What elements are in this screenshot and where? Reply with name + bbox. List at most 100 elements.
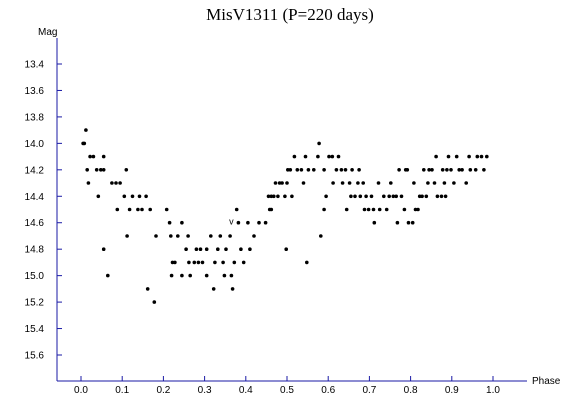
data-point: [148, 207, 152, 212]
data-point: [84, 128, 88, 132]
y-tick-label: 14.2: [25, 165, 45, 176]
data-point: [467, 154, 471, 159]
data-point: [322, 168, 326, 172]
data-point: [272, 194, 276, 199]
data-point: [124, 168, 129, 172]
data-point: [377, 207, 382, 212]
y-tick-label: 14.0: [25, 139, 45, 150]
axis-ticks: 13.4 13.6 13.8 14.0 14.2 14.4 14.6 14.8 15.0 15.2…: [25, 60, 501, 397]
y-tick-label: 14.8: [25, 245, 45, 256]
data-point: [303, 154, 308, 159]
data-point: [125, 234, 129, 238]
data-point: [426, 181, 430, 185]
data-point: [399, 194, 404, 199]
data-point: [464, 181, 469, 185]
data-point: [430, 168, 434, 172]
data-point: [371, 207, 376, 212]
data-point: [194, 247, 199, 251]
x-tick-label: 0.8: [404, 385, 418, 396]
data-point: [350, 168, 354, 172]
data-point: [336, 154, 341, 159]
data-point: [286, 168, 290, 172]
x-axis-label: Phase: [532, 376, 561, 387]
annotations: v: [229, 217, 234, 227]
y-tick-label: 15.6: [25, 351, 45, 362]
data-point: [305, 260, 309, 265]
data-point: [412, 181, 416, 185]
data-point: [283, 194, 287, 199]
x-tick-label: 0.3: [198, 385, 212, 396]
x-tick-label: 0.6: [321, 385, 335, 396]
data-point: [136, 207, 140, 212]
data-point: [312, 168, 316, 172]
data-point: [106, 273, 110, 278]
data-point: [405, 168, 410, 172]
data-point: [413, 207, 418, 212]
data-point: [440, 168, 445, 172]
data-point: [316, 154, 320, 159]
data-point: [288, 168, 293, 172]
data-point: [241, 260, 246, 265]
data-point: [387, 194, 392, 199]
data-point: [192, 260, 197, 265]
data-point: [432, 181, 437, 185]
data-point: [176, 234, 180, 238]
data-point: [99, 168, 103, 172]
data-point: [330, 154, 335, 159]
x-tick-label: 1.0: [486, 385, 500, 396]
data-point: [324, 194, 328, 199]
data-point: [222, 273, 227, 278]
data-point: [276, 194, 280, 199]
data-point: [473, 168, 478, 172]
data-point: [110, 181, 114, 185]
data-point: [169, 273, 174, 278]
data-points: [81, 128, 489, 304]
data-point: [211, 287, 216, 291]
data-point: [164, 207, 169, 212]
data-point: [402, 207, 407, 212]
data-point: [285, 181, 289, 185]
data-point: [101, 247, 106, 251]
data-point: [91, 154, 96, 159]
data-point: [266, 194, 271, 199]
data-point: [86, 181, 91, 185]
data-point: [295, 168, 300, 172]
y-tick-label: 15.0: [25, 271, 45, 282]
data-point: [445, 168, 449, 172]
data-point: [187, 260, 191, 265]
data-point: [277, 181, 282, 185]
data-point: [327, 154, 331, 159]
data-point: [196, 260, 201, 265]
data-point: [457, 168, 462, 172]
data-point: [353, 194, 357, 199]
x-tick-label: 0.9: [445, 385, 459, 396]
data-point: [369, 194, 374, 199]
data-point: [322, 207, 326, 212]
data-point: [186, 234, 190, 238]
data-point: [391, 194, 396, 199]
data-point: [397, 168, 401, 172]
y-tick-label: 14.6: [25, 218, 45, 229]
data-point: [280, 181, 284, 185]
y-tick-label: 15.4: [25, 324, 45, 335]
data-point: [230, 287, 235, 291]
data-point: [479, 154, 484, 159]
data-point: [248, 247, 252, 251]
data-point: [173, 260, 177, 265]
data-point: [144, 194, 148, 199]
data-point: [198, 247, 203, 251]
data-point: [410, 220, 415, 225]
data-point: [460, 168, 464, 172]
data-point: [204, 273, 209, 278]
data-point: [122, 194, 127, 199]
data-point: [188, 273, 192, 278]
data-point: [224, 247, 228, 251]
data-point: [422, 168, 426, 172]
data-point: [167, 220, 172, 225]
data-point: [137, 194, 142, 199]
data-point: [96, 194, 101, 199]
data-point: [290, 194, 294, 199]
data-point: [442, 181, 447, 185]
data-point: [239, 247, 243, 251]
data-point: [101, 154, 106, 159]
